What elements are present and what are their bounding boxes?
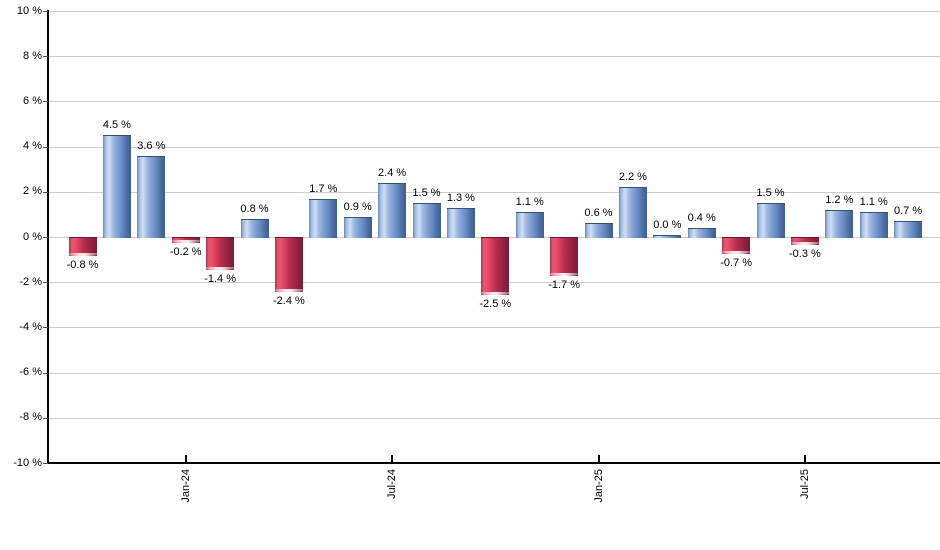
- gridline-4: [49, 147, 940, 148]
- bar-value-label: 4.5 %: [102, 119, 131, 132]
- x-axis-tick-mark: [803, 455, 806, 463]
- bar-10: [412, 203, 441, 238]
- y-axis-tick-label: -6 %: [19, 366, 42, 378]
- bar-value-label: -0.3 %: [788, 247, 821, 260]
- x-axis-tick-mark: [597, 455, 600, 463]
- bar-3: [171, 237, 200, 243]
- gridline-8: [49, 56, 940, 57]
- bar-17: [653, 234, 682, 238]
- gridline--6: [49, 373, 940, 374]
- y-axis-tick-label: -8 %: [19, 411, 42, 423]
- y-axis-tick-mark: [43, 147, 48, 148]
- bar-4: [206, 237, 235, 270]
- y-axis-tick-mark: [43, 327, 48, 328]
- bar-9: [378, 182, 407, 238]
- bar-5: [240, 218, 269, 238]
- x-axis-tick-label: Jul-25: [798, 469, 811, 499]
- x-axis-tick-label: Jan-25: [592, 469, 605, 503]
- bar-value-label: -0.7 %: [720, 256, 752, 269]
- y-axis-tick-label: -10 %: [13, 457, 42, 469]
- bar-value-label: 1.7 %: [309, 182, 338, 195]
- bar-18: [687, 228, 716, 238]
- bar-value-label: -0.8 %: [66, 259, 99, 272]
- y-axis-tick-mark: [43, 101, 48, 102]
- bar-value-label: 1.1 %: [859, 196, 888, 209]
- y-axis-tick-label: 10 %: [16, 5, 42, 17]
- x-axis-tick-mark: [184, 455, 187, 463]
- bar-value-label: 0.7 %: [894, 205, 923, 218]
- y-axis-tick-mark: [43, 237, 48, 238]
- y-axis-tick-mark: [43, 11, 48, 12]
- bar-14: [550, 237, 579, 277]
- bar-22: [825, 209, 854, 238]
- bar-value-label: 3.6 %: [137, 139, 166, 152]
- bar-value-label: -1.4 %: [204, 272, 236, 285]
- bar-24: [894, 221, 923, 238]
- bar-12: [481, 237, 510, 295]
- y-axis-tick-label: -2 %: [19, 276, 42, 288]
- bar-19: [722, 237, 751, 254]
- bar-value-label: 0.6 %: [584, 207, 613, 220]
- y-axis-tick-mark: [43, 463, 48, 464]
- bar-16: [618, 187, 647, 238]
- bar-value-label: 1.5 %: [756, 187, 785, 200]
- bar-value-label: -0.2 %: [169, 245, 202, 258]
- y-axis-tick-mark: [43, 192, 48, 193]
- y-axis-tick-label: 4 %: [23, 140, 42, 152]
- bar-0: [68, 237, 97, 257]
- y-axis-tick-label: 6 %: [23, 95, 42, 107]
- gridline--4: [49, 327, 940, 328]
- bar-value-label: 2.4 %: [378, 166, 407, 179]
- bar-value-label: 2.2 %: [618, 171, 647, 184]
- bar-15: [584, 223, 613, 238]
- y-axis-line: [47, 10, 49, 464]
- bar-2: [137, 155, 166, 238]
- gridline-2: [49, 192, 940, 193]
- gridline-6: [49, 101, 940, 102]
- y-axis-tick-label: 2 %: [23, 185, 42, 197]
- x-axis-tick-label: Jan-24: [179, 469, 192, 503]
- gridline-10: [49, 11, 940, 12]
- bar-value-label: 1.2 %: [825, 193, 854, 206]
- x-axis-tick-label: Jul-24: [386, 469, 399, 499]
- bar-11: [446, 207, 475, 238]
- x-axis-tick-mark: [391, 455, 394, 463]
- bar-7: [309, 198, 338, 238]
- y-axis-tick-mark: [43, 418, 48, 419]
- bar-8: [343, 216, 372, 238]
- gridline--8: [49, 418, 940, 419]
- bar-value-label: -1.7 %: [548, 279, 580, 292]
- bar-20: [756, 203, 785, 238]
- bar-value-label: -2.4 %: [272, 295, 305, 308]
- y-axis-tick-label: 0 %: [23, 231, 42, 243]
- bar-value-label: -2.5 %: [479, 297, 512, 310]
- bar-value-label: 1.3 %: [446, 191, 475, 204]
- bar-21: [790, 237, 819, 245]
- bar-value-label: 0.8 %: [240, 202, 269, 215]
- bar-6: [274, 237, 303, 293]
- bar-value-label: 0.4 %: [687, 212, 716, 224]
- y-axis-tick-label: -4 %: [19, 321, 42, 333]
- x-axis-line: [47, 462, 940, 464]
- bar-23: [859, 212, 888, 238]
- y-axis-tick-mark: [43, 56, 48, 57]
- bar-value-label: 0.9 %: [343, 200, 372, 213]
- y-axis-tick-mark: [43, 282, 48, 283]
- y-axis-tick-label: 8 %: [23, 50, 42, 62]
- bar-13: [515, 212, 544, 238]
- bar-value-label: 1.1 %: [515, 196, 544, 209]
- y-axis-tick-mark: [43, 373, 48, 374]
- bar-value-label: 1.5 %: [412, 187, 441, 200]
- bar-1: [102, 135, 131, 238]
- bar-value-label: 0.0 %: [653, 218, 682, 231]
